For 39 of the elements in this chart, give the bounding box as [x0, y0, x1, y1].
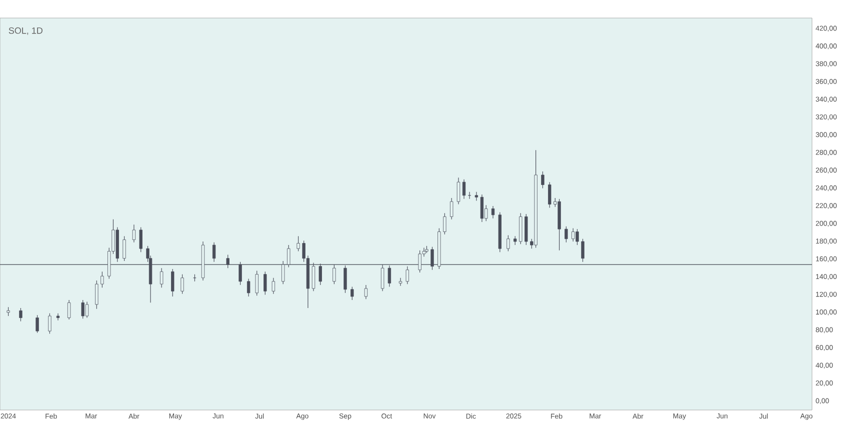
candlestick [398, 278, 402, 286]
candlestick [364, 284, 368, 300]
candlestick [212, 242, 216, 262]
candlestick [506, 234, 510, 252]
candlestick [456, 177, 460, 205]
candlestick [36, 314, 39, 334]
candlestick [564, 226, 568, 243]
candlestick [576, 228, 579, 246]
candlestick [450, 198, 454, 220]
candlestick [160, 268, 164, 288]
candlestick [548, 182, 552, 208]
candlestick [296, 236, 300, 252]
candlestick [122, 236, 126, 262]
candlestick [581, 238, 584, 262]
candlestick [132, 224, 136, 243]
candlestick [443, 212, 446, 235]
candlestick [572, 228, 575, 242]
candlestick [139, 227, 142, 252]
candlestick [100, 271, 104, 288]
candlestick [474, 192, 478, 201]
candlestick [95, 280, 98, 310]
text: SOL, 1D [8, 27, 42, 35]
candlestick [255, 270, 258, 296]
candlestick [180, 274, 184, 294]
candlestick [480, 194, 484, 222]
candlestick [350, 286, 354, 300]
candlestick [246, 278, 250, 297]
candlestick [56, 313, 60, 321]
candlestick [462, 179, 466, 200]
candlestick [48, 313, 52, 334]
candlestick [541, 171, 544, 189]
candlestick [272, 278, 276, 294]
candlestick [491, 206, 495, 219]
candlestick [85, 302, 89, 318]
candlestick [171, 268, 174, 297]
candlestick [67, 300, 71, 320]
candlestick [264, 271, 267, 296]
candlestick [81, 300, 84, 319]
candlestick [19, 308, 22, 322]
